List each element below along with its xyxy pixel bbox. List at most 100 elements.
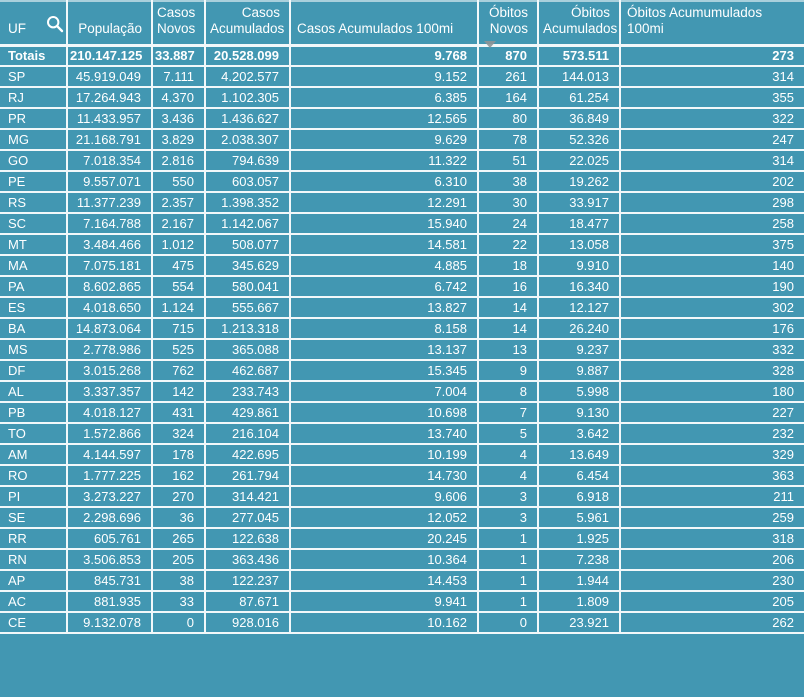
value-cell: 363.436 xyxy=(205,549,291,571)
uf-cell: TO xyxy=(0,423,68,445)
value-cell: 7.018.354 xyxy=(67,150,153,172)
value-cell: 845.731 xyxy=(67,570,153,592)
value-cell: 3.642 xyxy=(538,423,621,445)
value-cell: 247 xyxy=(620,129,804,151)
table-row: DF 3.015.268 762 462.687 15.345 9 9.887 328 xyxy=(0,360,804,382)
value-cell: 7.164.788 xyxy=(67,213,153,235)
value-cell: 3.015.268 xyxy=(67,360,153,382)
value-cell: 270 xyxy=(152,486,206,508)
column-header-obitos-acumulados-100mi[interactable]: Óbitos Acumumulados 100mi xyxy=(620,1,804,47)
value-cell: 233.743 xyxy=(205,381,291,403)
value-cell: 9.606 xyxy=(290,486,479,508)
value-cell: 794.639 xyxy=(205,150,291,172)
value-cell: 8.602.865 xyxy=(67,276,153,298)
value-cell: 6.454 xyxy=(538,465,621,487)
value-cell: 16.340 xyxy=(538,276,621,298)
value-cell: 15.345 xyxy=(290,360,479,382)
value-cell: 9.237 xyxy=(538,339,621,361)
value-cell: 8.158 xyxy=(290,318,479,340)
uf-cell: PB xyxy=(0,402,68,424)
uf-cell: RR xyxy=(0,528,68,550)
value-cell: 3.484.466 xyxy=(67,234,153,256)
table-row: MG 21.168.791 3.829 2.038.307 9.629 78 52.326 2… xyxy=(0,129,804,151)
column-header-obitos-novos[interactable]: Óbitos Novos xyxy=(478,1,539,47)
value-cell: 178 xyxy=(152,444,206,466)
value-cell: 20.245 xyxy=(290,528,479,550)
column-header-obitos-acumulados[interactable]: Óbitos Acumulados xyxy=(538,1,621,47)
table-row: RJ 17.264.943 4.370 1.102.305 6.385 164 61.254… xyxy=(0,87,804,109)
value-cell: 14 xyxy=(478,297,539,319)
table-row: SP 45.919.049 7.111 4.202.577 9.152 261 144.01… xyxy=(0,66,804,88)
value-cell: 10.698 xyxy=(290,402,479,424)
value-cell: 265 xyxy=(152,528,206,550)
value-cell: 227 xyxy=(620,402,804,424)
column-header-casos-acumulados[interactable]: Casos Acumulados xyxy=(205,1,291,47)
value-cell: 6.385 xyxy=(290,87,479,109)
uf-cell: RO xyxy=(0,465,68,487)
value-cell: 261.794 xyxy=(205,465,291,487)
column-header-populacao[interactable]: População xyxy=(67,1,153,47)
value-cell: 18 xyxy=(478,255,539,277)
uf-cell: AC xyxy=(0,591,68,613)
table-row: SE 2.298.696 36 277.045 12.052 3 5.961 259 xyxy=(0,507,804,529)
uf-cell: DF xyxy=(0,360,68,382)
value-cell: 9.768 xyxy=(290,45,479,67)
table-row: BA 14.873.064 715 1.213.318 8.158 14 26.240 176 xyxy=(0,318,804,340)
value-cell: 462.687 xyxy=(205,360,291,382)
value-cell: 322 xyxy=(620,108,804,130)
column-header-uf[interactable]: UF xyxy=(0,1,68,47)
value-cell: 375 xyxy=(620,234,804,256)
uf-cell: SE xyxy=(0,507,68,529)
value-cell: 429.861 xyxy=(205,402,291,424)
value-cell: 9.887 xyxy=(538,360,621,382)
column-header-uf-label: UF xyxy=(8,20,26,36)
value-cell: 52.326 xyxy=(538,129,621,151)
column-header-casos-acumulados-100mi[interactable]: Casos Acumulados 100mi xyxy=(290,1,479,47)
value-cell: 4.202.577 xyxy=(205,66,291,88)
value-cell: 216.104 xyxy=(205,423,291,445)
value-cell: 24 xyxy=(478,213,539,235)
value-cell: 11.377.239 xyxy=(67,192,153,214)
totals-row: Totais 210.147.125 33.887 20.528.099 9.768 87… xyxy=(0,45,804,67)
value-cell: 14.581 xyxy=(290,234,479,256)
value-cell: 870 xyxy=(478,45,539,67)
value-cell: 329 xyxy=(620,444,804,466)
value-cell: 314 xyxy=(620,66,804,88)
value-cell: 1.213.318 xyxy=(205,318,291,340)
value-cell: 38 xyxy=(478,171,539,193)
value-cell: 5 xyxy=(478,423,539,445)
table-row: PE 9.557.071 550 603.057 6.310 38 19.262 202 xyxy=(0,171,804,193)
value-cell: 328 xyxy=(620,360,804,382)
value-cell: 13.740 xyxy=(290,423,479,445)
value-cell: 1.436.627 xyxy=(205,108,291,130)
value-cell: 302 xyxy=(620,297,804,319)
table-row: AC 881.935 33 87.671 9.941 1 1.809 205 xyxy=(0,591,804,613)
value-cell: 762 xyxy=(152,360,206,382)
value-cell: 122.638 xyxy=(205,528,291,550)
table-row: PB 4.018.127 431 429.861 10.698 7 9.130 227 xyxy=(0,402,804,424)
uf-cell: AL xyxy=(0,381,68,403)
value-cell: 190 xyxy=(620,276,804,298)
value-cell: 1 xyxy=(478,549,539,571)
value-cell: 573.511 xyxy=(538,45,621,67)
search-icon[interactable] xyxy=(46,15,64,33)
value-cell: 210.147.125 xyxy=(67,45,153,67)
value-cell: 4 xyxy=(478,465,539,487)
value-cell: 7.075.181 xyxy=(67,255,153,277)
value-cell: 9.132.078 xyxy=(67,612,153,634)
value-cell: 2.298.696 xyxy=(67,507,153,529)
uf-cell: MA xyxy=(0,255,68,277)
value-cell: 9 xyxy=(478,360,539,382)
table-row: RR 605.761 265 122.638 20.245 1 1.925 318 xyxy=(0,528,804,550)
table-row: AL 3.337.357 142 233.743 7.004 8 5.998 180 xyxy=(0,381,804,403)
value-cell: 4.018.650 xyxy=(67,297,153,319)
value-cell: 12.052 xyxy=(290,507,479,529)
column-header-casos-novos[interactable]: Casos Novos xyxy=(152,1,206,47)
value-cell: 554 xyxy=(152,276,206,298)
table-row: CE 9.132.078 0 928.016 10.162 0 23.921 262 xyxy=(0,612,804,634)
value-cell: 162 xyxy=(152,465,206,487)
value-cell: 314.421 xyxy=(205,486,291,508)
value-cell: 2.778.986 xyxy=(67,339,153,361)
value-cell: 422.695 xyxy=(205,444,291,466)
table-row: MS 2.778.986 525 365.088 13.137 13 9.237 332 xyxy=(0,339,804,361)
